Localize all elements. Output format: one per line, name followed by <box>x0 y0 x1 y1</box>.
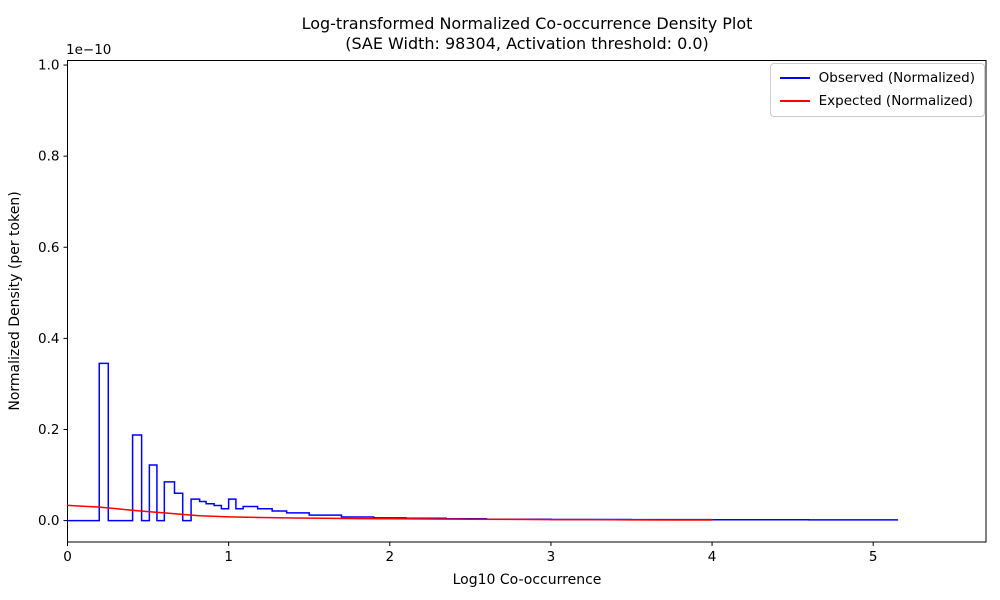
legend-line-swatch-observed <box>779 77 810 79</box>
x-tick-label: 2 <box>385 549 394 565</box>
series-lines <box>66 362 899 522</box>
x-tick-label: 4 <box>708 549 717 565</box>
axes-area <box>67 60 987 543</box>
y-tick-label: 0.2 <box>38 422 59 438</box>
expected-series-line <box>66 504 713 521</box>
chart-title-line1: Log-transformed Normalized Co-occurrence… <box>302 14 753 33</box>
legend-label-expected: Expected (Normalized) <box>818 93 974 109</box>
axis-ticks: 0 1 2 3 4 5 0.0 0.2 0.4 0.6 0.8 1.0 <box>38 58 877 565</box>
x-axis-label: Log10 Co-occurrence <box>453 572 602 588</box>
legend-item-expected: Expected (Normalized) <box>779 93 975 109</box>
y-axis-label: Normalized Density (per token) <box>7 191 23 410</box>
y-tick-label: 0.0 <box>38 513 59 529</box>
legend-line-swatch-expected <box>779 100 810 102</box>
x-tick-label: 0 <box>63 549 72 565</box>
chart-title-line2: (SAE Width: 98304, Activation threshold:… <box>345 34 709 53</box>
y-axis-offset-label: 1e−10 <box>66 42 111 58</box>
x-tick-label: 5 <box>869 549 878 565</box>
y-tick-label: 0.6 <box>38 240 59 256</box>
y-tick-label: 0.8 <box>38 149 59 165</box>
legend: Observed (Normalized) Expected (Normalize… <box>769 63 985 117</box>
y-tick-label: 0.4 <box>38 331 59 347</box>
x-tick-label: 1 <box>224 549 233 565</box>
y-tick-label: 1.0 <box>38 58 59 74</box>
x-tick-label: 3 <box>547 549 556 565</box>
legend-label-observed: Observed (Normalized) <box>818 70 975 86</box>
legend-item-observed: Observed (Normalized) <box>779 70 975 86</box>
